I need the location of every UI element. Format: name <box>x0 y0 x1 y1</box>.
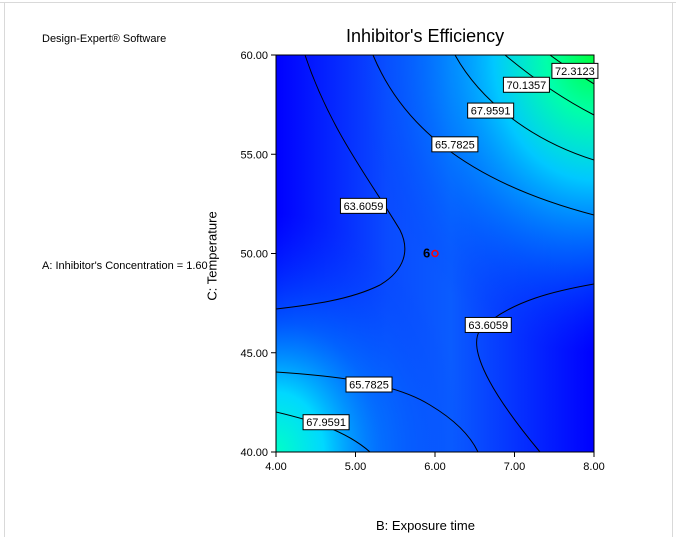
contour-label-box <box>502 76 550 93</box>
contour-label: 67.9591 <box>306 417 346 429</box>
x-axis-label: B: Exposure time <box>376 518 475 533</box>
chart-title: Inhibitor's Efficiency <box>346 26 505 46</box>
factor-note: A: Inhibitor's Concentration = 1.60 <box>42 260 208 272</box>
contour-line-64-left <box>276 55 406 310</box>
contour-label: 63.6059 <box>344 201 384 213</box>
contour-label: 67.9591 <box>471 106 511 118</box>
design-point-marker <box>431 249 439 258</box>
software-label: Design-Expert® Software <box>42 33 167 45</box>
x-tick-label: 6.00 <box>424 461 445 473</box>
plot-bottom-left-glow <box>276 55 594 452</box>
contour-label: 72.3123 <box>555 66 595 78</box>
contour-label: 65.7825 <box>349 380 389 392</box>
contour-label-box <box>467 102 515 119</box>
contour-label-box <box>464 316 512 333</box>
contour-label-box <box>345 376 393 393</box>
y-tick-label: 50.00 <box>240 249 268 261</box>
x-tick-label: 4.00 <box>265 461 286 473</box>
contour-label: 65.7825 <box>435 139 475 151</box>
x-tick-label: 7.00 <box>504 461 525 473</box>
y-tick-label: 45.00 <box>240 348 268 360</box>
y-tick-label: 40.00 <box>240 447 268 459</box>
contour-line-66-bottom <box>276 371 479 452</box>
right-border <box>672 2 673 537</box>
top-border <box>0 2 676 3</box>
y-tick-label: 55.00 <box>240 149 268 161</box>
left-border <box>4 2 5 537</box>
contour-label-box <box>339 197 387 214</box>
design-point-count: 6 <box>423 246 430 261</box>
contour-label-box <box>551 62 599 79</box>
contour-label-box <box>302 414 350 431</box>
contour-label-box <box>431 136 479 153</box>
x-tick-label: 8.00 <box>583 461 604 473</box>
contour-label: 70.1357 <box>507 80 547 92</box>
y-tick-label: 60.00 <box>240 50 268 62</box>
x-tick-label: 5.00 <box>345 461 366 473</box>
contour-label: 63.6059 <box>468 320 508 332</box>
